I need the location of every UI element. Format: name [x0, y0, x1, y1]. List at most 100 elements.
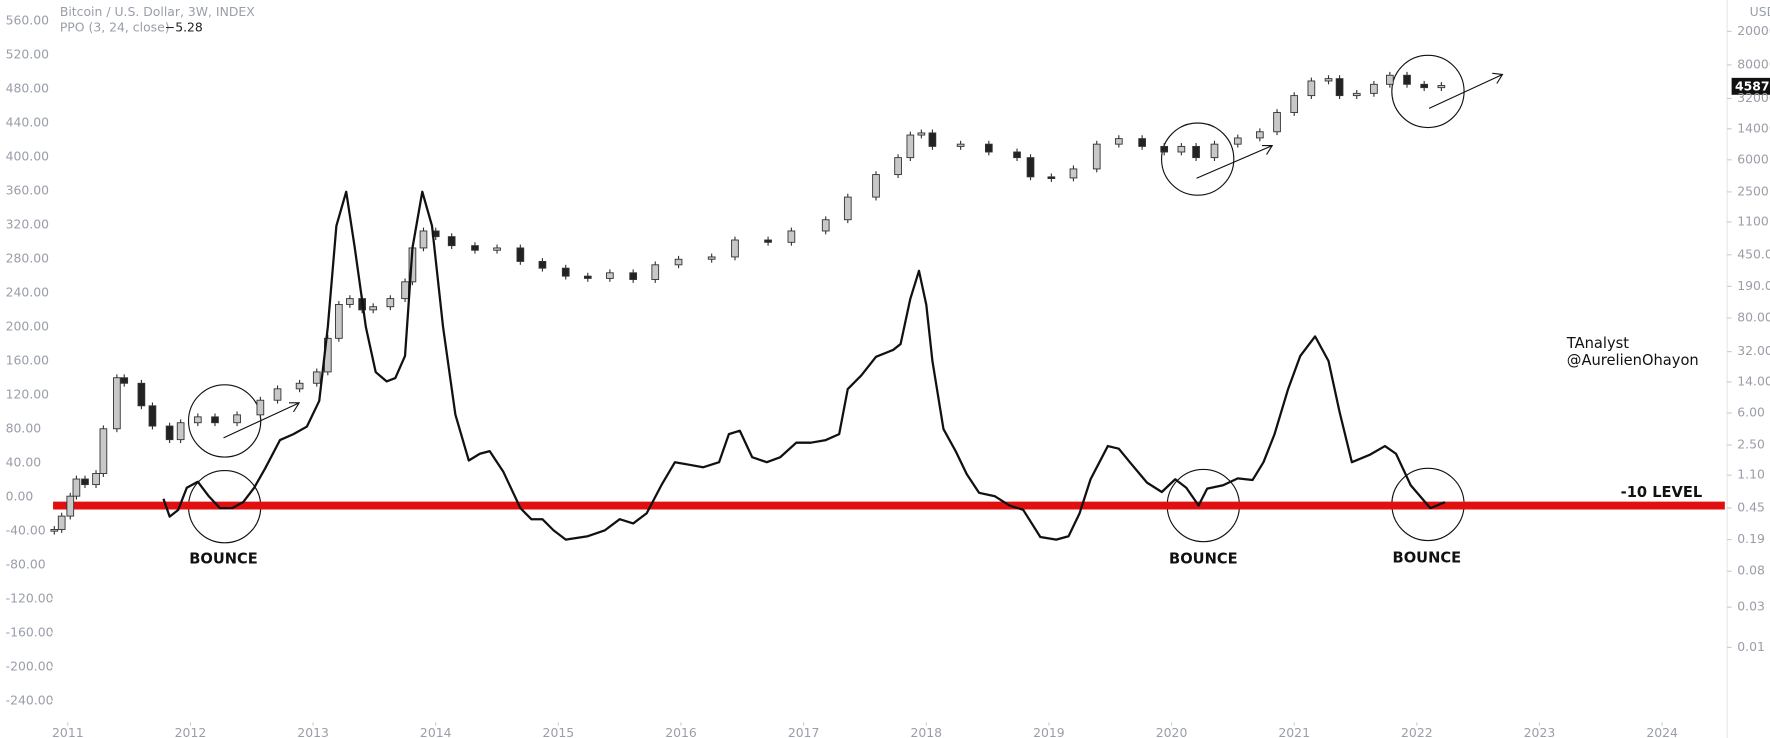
candle [1437, 85, 1446, 89]
candle [872, 174, 880, 198]
candle [1233, 137, 1242, 145]
candle [1273, 112, 1281, 133]
y-tick-label: 160.00 [6, 353, 50, 368]
x-tick-label: 2019 [1033, 725, 1065, 738]
candle [335, 303, 343, 339]
candle [401, 281, 409, 300]
candle [81, 478, 89, 486]
y-tick-label: -240.00 [6, 693, 54, 708]
y2-tick-label: 200000 [1737, 23, 1770, 38]
y-tick-label: 320.00 [6, 216, 50, 231]
candle [1210, 143, 1219, 159]
y-tick-label: 40.00 [6, 455, 42, 470]
candle [917, 132, 926, 136]
candle [273, 388, 282, 401]
candle [906, 134, 915, 159]
y2-tick-label: 0.19 [1737, 531, 1765, 546]
candle [1026, 157, 1035, 178]
candle [1420, 83, 1429, 89]
y2-tick-label: 1.10 [1737, 467, 1765, 482]
chart-title: Bitcoin / U.S. Dollar, 3W, INDEX [60, 4, 255, 19]
candle [956, 143, 965, 147]
candle [148, 405, 157, 427]
candle [606, 272, 614, 279]
y2-tick-label: 80.00 [1737, 310, 1770, 325]
x-tick-label: 2011 [52, 725, 84, 738]
level-label: -10 LEVEL [1621, 484, 1703, 501]
candle [928, 132, 937, 147]
candle [493, 247, 501, 251]
y-tick-label: 200.00 [6, 318, 50, 333]
y2-tick-label: 14000.00 [1737, 120, 1770, 135]
candle [1324, 78, 1333, 82]
currency-label: USD [1750, 4, 1770, 19]
circle [1391, 54, 1465, 129]
candle [50, 529, 59, 532]
candle [583, 275, 592, 279]
author-name: TAnalyst [1566, 335, 1630, 352]
y-tick-label: 0.00 [6, 489, 34, 504]
y2-tick-label: 450.00 [1737, 246, 1770, 261]
price-label: 45879. [1735, 78, 1770, 93]
candle [211, 416, 219, 424]
annotation: BOUNCE [1169, 551, 1238, 568]
candle [1160, 145, 1169, 153]
x-tick-label: 2012 [175, 725, 207, 738]
candle [1403, 74, 1411, 85]
y2-tick-label: 80000.00 [1737, 56, 1770, 71]
candle [1386, 74, 1394, 85]
candle [369, 306, 378, 311]
candle [176, 422, 185, 441]
y2-tick-label: 2500.00 [1737, 183, 1770, 198]
y-tick-label: -160.00 [6, 625, 54, 640]
candle [1352, 92, 1361, 97]
candle [66, 495, 75, 517]
candle [419, 230, 428, 249]
y-tick-label: 440.00 [6, 114, 50, 129]
candle [99, 428, 108, 474]
candle [984, 143, 993, 153]
y-tick-label: 120.00 [6, 387, 50, 402]
annotation: BOUNCE [189, 551, 258, 568]
candle [1114, 138, 1123, 145]
candle [193, 416, 202, 424]
y-tick-label: -120.00 [6, 591, 54, 606]
annotation: BOUNCE [1393, 550, 1462, 567]
candle [471, 245, 479, 251]
candle [731, 239, 739, 258]
candle [447, 236, 456, 247]
ppo-line [162, 190, 1446, 541]
candle [1370, 83, 1378, 94]
x-tick-label: 2021 [1278, 725, 1310, 738]
candle [894, 157, 902, 176]
candle [1013, 151, 1021, 159]
candle [821, 219, 830, 232]
y-tick-label: 240.00 [6, 284, 50, 299]
x-tick-label: 2024 [1646, 725, 1678, 738]
candle [1290, 95, 1299, 113]
y-tick-label: 360.00 [6, 182, 50, 197]
y-tick-label: 400.00 [6, 148, 50, 163]
candle [165, 425, 174, 441]
x-tick-label: 2014 [420, 725, 452, 738]
candle [843, 196, 852, 221]
y-tick-label: -40.00 [6, 523, 46, 538]
candle [256, 399, 265, 416]
y-tick-label: -80.00 [6, 557, 46, 572]
y-tick-label: 80.00 [6, 421, 42, 436]
candle [295, 382, 304, 390]
candle [764, 239, 772, 243]
candle [113, 377, 121, 430]
circle [1160, 122, 1235, 196]
y-tick-label: -200.00 [6, 659, 54, 674]
y2-tick-label: 32.00 [1737, 343, 1770, 358]
candle [233, 414, 241, 424]
y-tick-label: 560.00 [6, 12, 50, 27]
candle [561, 267, 570, 277]
author-handle: @AurelienOhayon [1567, 352, 1699, 369]
y2-tick-label: 0.08 [1737, 563, 1765, 578]
candle [312, 371, 321, 384]
candle [72, 478, 81, 497]
